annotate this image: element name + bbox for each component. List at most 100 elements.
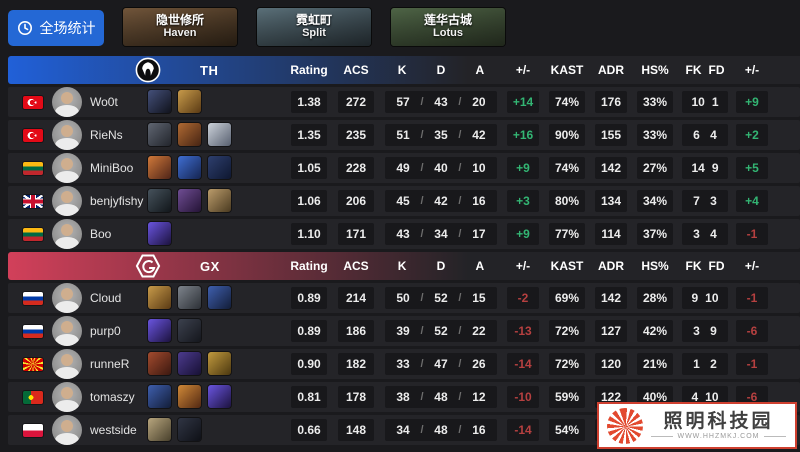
clock-icon (17, 21, 32, 35)
player-row[interactable]: MiniBoo 1.05 228 49/40/10 +9 74% 142 27%… (8, 153, 800, 183)
team-section: GX Rating ACS K/D/A +/- KAST ADR HS% FKF… (0, 252, 800, 445)
map-thumbnail[interactable]: 隐世修所 Haven (123, 8, 237, 46)
player-row[interactable]: tomaszy 0.81 178 38/48/12 -10 59% 122 40… (8, 382, 800, 412)
agent-icon (148, 319, 171, 342)
country-flag (23, 324, 43, 338)
map-name-cn: 莲华古城 (423, 13, 472, 27)
player-row[interactable]: Wo0t 1.38 272 57/43/20 +14 74% 176 33% 1… (8, 87, 800, 117)
stat-deaths: 52 (434, 291, 448, 305)
stat-fd: 10 (705, 390, 719, 404)
player-name: RieNs (90, 128, 123, 142)
col-plusminus: +/- (515, 63, 531, 77)
col-adr: ADR (598, 63, 624, 77)
player-row[interactable]: RieNs 1.35 235 51/35/42 +16 90% 155 33% … (8, 120, 800, 150)
col-kills: K (397, 63, 407, 77)
stat-rating: 1.05 (291, 157, 327, 179)
stat-acs: 186 (338, 320, 374, 342)
agent-list (148, 352, 231, 375)
stat-fk: 6 (693, 128, 700, 142)
player-avatar (52, 87, 82, 117)
col-fk-plusminus: +/- (744, 63, 760, 77)
stat-fk-plusminus: -1 (736, 223, 768, 245)
col-assists: A (475, 63, 485, 77)
agent-icon (178, 385, 201, 408)
player-row[interactable]: purp0 0.89 186 39/52/22 -13 72% 127 42% … (8, 316, 800, 346)
stat-plusminus: +3 (507, 190, 539, 212)
map-thumbnail[interactable]: 莲华古城 Lotus (391, 8, 505, 46)
stat-rating: 1.35 (291, 124, 327, 146)
player-row[interactable]: runneR 0.90 182 33/47/26 -14 72% 120 21%… (8, 349, 800, 379)
player-avatar (52, 316, 82, 346)
country-flag (23, 227, 43, 241)
agent-list (148, 90, 201, 113)
player-name: westside (90, 423, 137, 437)
stat-kast: 90% (549, 124, 585, 146)
country-flag (23, 194, 43, 208)
stat-rating: 0.90 (291, 353, 327, 375)
stat-hs: 21% (637, 353, 673, 375)
agent-icon (208, 352, 231, 375)
stat-plusminus: +9 (507, 157, 539, 179)
agent-icon (178, 319, 201, 342)
col-acs: ACS (343, 259, 369, 273)
stat-fd: 4 (710, 227, 717, 241)
map-thumbnail[interactable]: 霓虹町 Split (257, 8, 371, 46)
country-flag (23, 423, 43, 437)
team-accent-gradient (8, 56, 468, 84)
col-fd: FD (708, 63, 725, 77)
col-deaths: D (436, 259, 446, 273)
watermark-badge[interactable]: 照明科技园 WWW.HHZMKJ.COM (597, 402, 797, 449)
stat-fd: 4 (710, 128, 717, 142)
col-adr: ADR (598, 259, 624, 273)
stat-kda: 33/47/26 (385, 353, 497, 375)
player-avatar (52, 382, 82, 412)
stat-adr: 120 (595, 353, 627, 375)
overall-stats-button[interactable]: 全场统计 (8, 10, 104, 46)
country-flag (23, 95, 43, 109)
agent-icon (148, 189, 171, 212)
player-name: runneR (90, 357, 130, 371)
agent-icon (148, 418, 171, 441)
agent-icon (178, 352, 201, 375)
stat-deaths: 43 (434, 95, 448, 109)
stat-adr: 142 (595, 157, 627, 179)
stat-fk-fd: 14 9 (682, 157, 728, 179)
stat-plusminus: +14 (507, 91, 539, 113)
country-flag (23, 357, 43, 371)
stat-plusminus: -10 (507, 386, 539, 408)
player-row[interactable]: Cloud 0.89 214 50/52/15 -2 69% 142 28% 9… (8, 283, 800, 313)
stat-acs: 206 (338, 190, 374, 212)
stat-fd: 2 (710, 357, 717, 371)
stat-kills: 43 (396, 227, 410, 241)
agent-list (148, 189, 231, 212)
player-avatar (52, 186, 82, 216)
stat-rating: 1.06 (291, 190, 327, 212)
agent-icon (208, 123, 231, 146)
stat-kills: 34 (396, 423, 410, 437)
watermark-title: 照明科技园 (663, 411, 774, 432)
agent-icon (148, 352, 171, 375)
col-fd: FD (708, 259, 725, 273)
stat-kast: 80% (549, 190, 585, 212)
country-flag (23, 128, 43, 142)
player-row[interactable]: benjyfishy 1.06 206 45/42/16 +3 80% 134 … (8, 186, 800, 216)
player-avatar (52, 415, 82, 445)
stat-kast: 74% (549, 157, 585, 179)
stat-fk-plusminus: -6 (736, 320, 768, 342)
stat-fk-plusminus: -1 (736, 287, 768, 309)
map-name-en: Haven (163, 27, 197, 39)
player-avatar (52, 120, 82, 150)
stat-hs: 27% (637, 157, 673, 179)
map-name-cn: 隐世修所 (155, 13, 204, 27)
stat-assists: 26 (472, 357, 486, 371)
stat-fk: 1 (693, 357, 700, 371)
player-name: benjyfishy (90, 194, 144, 208)
agent-icon (148, 90, 171, 113)
stat-kills: 50 (396, 291, 410, 305)
stat-rating: 1.38 (291, 91, 327, 113)
stat-plusminus: +9 (507, 223, 539, 245)
